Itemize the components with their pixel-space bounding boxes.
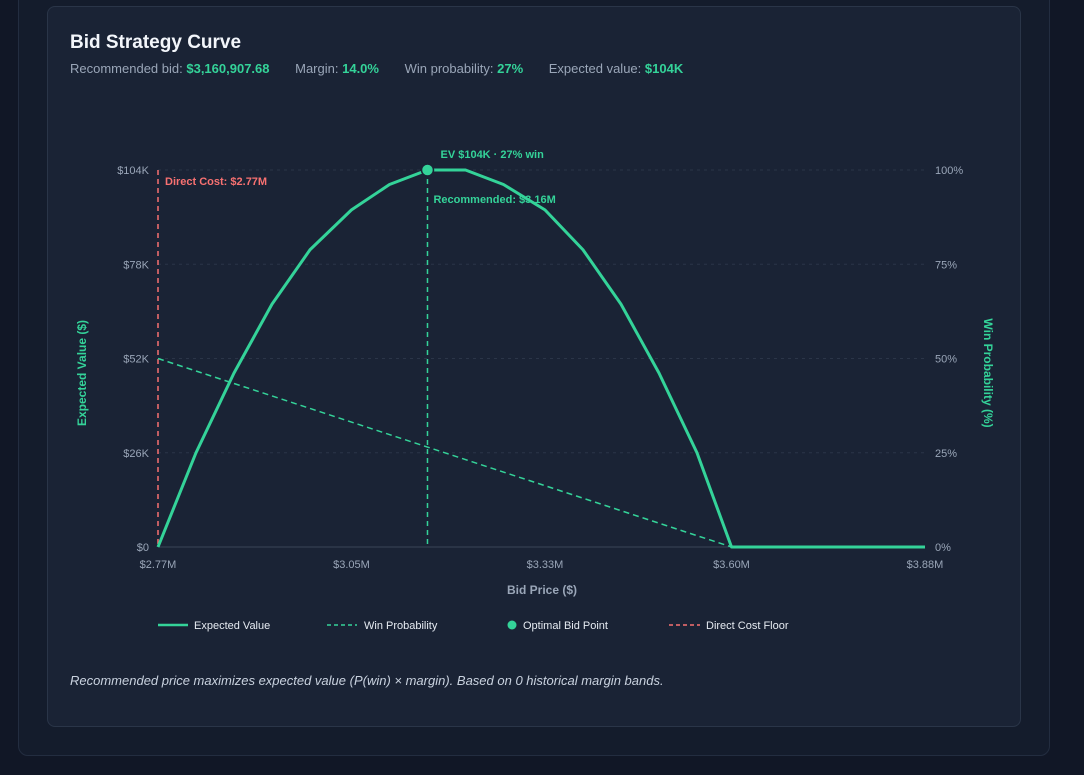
y-tick-label: $104K	[117, 165, 149, 177]
stat-recommended-bid: Recommended bid: $3,160,907.68	[70, 61, 270, 76]
stat-label: Margin:	[295, 61, 339, 76]
y-axis-title: Expected Value ($)	[75, 320, 89, 426]
stat-value: $104K	[644, 61, 684, 76]
y2-tick-label: 25%	[935, 448, 957, 460]
chart-card	[47, 6, 1021, 727]
y-tick-label: $26K	[123, 448, 149, 460]
x-tick-label: $3.88M	[907, 559, 944, 571]
stat-value: $3,160,907.68	[186, 61, 270, 76]
stat-label: Expected value:	[548, 61, 642, 76]
stat-expected-value: Expected value: $104K	[549, 61, 683, 76]
y2-axis-title: Win Probability (%)	[981, 318, 995, 427]
stat-win-probability: Win probability: 27%	[405, 61, 524, 76]
legend-win-probability-label: Win Probability	[364, 620, 438, 632]
legend-direct-cost-label: Direct Cost Floor	[706, 620, 789, 632]
y2-tick-label: 75%	[935, 259, 957, 271]
y-tick-label: $78K	[123, 259, 149, 271]
legend-optimal-point-swatch	[507, 620, 517, 630]
y-tick-label: $0	[137, 542, 149, 554]
stat-value: 14.0%	[342, 61, 379, 76]
summary-stats: Recommended bid: $3,160,907.68 Margin: 1…	[70, 61, 705, 76]
stat-label: Win probability:	[404, 61, 494, 76]
x-tick-label: $3.33M	[527, 559, 564, 571]
chart-title: Bid Strategy Curve	[70, 32, 242, 53]
expected-value-line	[156, 168, 925, 549]
stat-margin: Margin: 14.0%	[295, 61, 379, 76]
y2-tick-label: 100%	[935, 165, 963, 177]
direct-cost-label: Direct Cost: $2.77M	[165, 176, 267, 188]
x-tick-label: $3.60M	[713, 559, 750, 571]
legend-optimal-point-label: Optimal Bid Point	[523, 620, 608, 632]
footnote: Recommended price maximizes expected val…	[70, 673, 664, 688]
optimal-bid-point	[420, 163, 435, 177]
y2-tick-label: 0%	[935, 542, 951, 554]
stat-value: 27%	[497, 61, 524, 76]
stat-label: Recommended bid:	[70, 61, 183, 76]
y-tick-label: $52K	[123, 354, 149, 366]
legend-expected-value-label: Expected Value	[194, 620, 270, 632]
y2-tick-label: 50%	[935, 354, 957, 366]
x-tick-label: $3.05M	[333, 559, 370, 571]
optimal-point-label: EV $104K · 27% win	[440, 149, 544, 161]
x-tick-label: $2.77M	[140, 559, 177, 571]
recommended-label: Recommended: $3.16M	[433, 194, 555, 206]
x-axis-title: Bid Price ($)	[507, 583, 577, 597]
